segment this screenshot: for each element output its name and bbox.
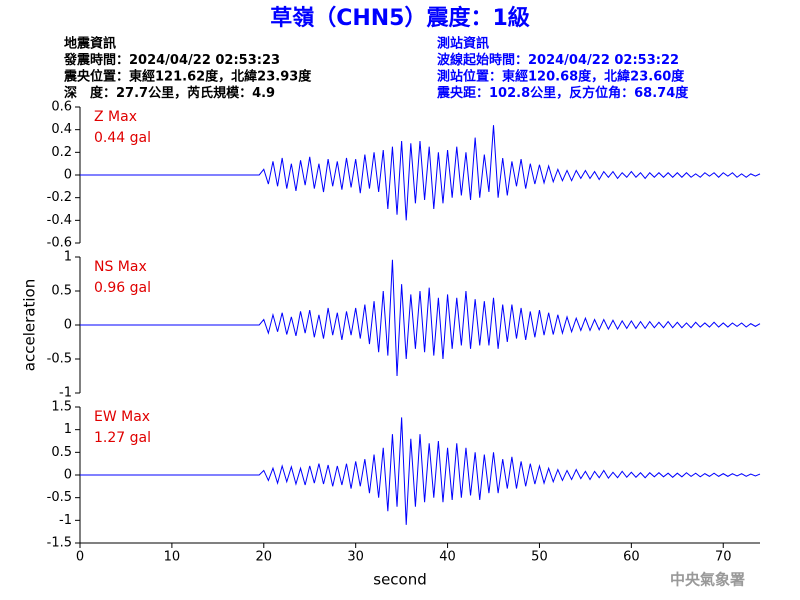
panel-label: EW Max <box>94 409 150 425</box>
y-tick-label: -0.4 <box>47 213 72 228</box>
y-tick-label: 0 <box>64 318 72 333</box>
chart-title: 草嶺（CHN5）震度：1級 <box>270 5 530 31</box>
info-right: 測站位置：東經120.68度，北緯23.60度 <box>437 69 685 85</box>
x-tick-label: 40 <box>439 550 456 565</box>
y-tick-label: -0.5 <box>47 490 72 505</box>
y-tick-label: 1.5 <box>51 400 72 415</box>
y-tick-label: 0.5 <box>51 445 72 460</box>
panel-max: 1.27 gal <box>94 430 151 446</box>
y-tick-label: -1 <box>59 513 72 528</box>
x-tick-label: 10 <box>164 550 181 565</box>
info-right: 波線起始時間：2024/04/22 02:53:22 <box>437 52 679 68</box>
waveform <box>80 259 761 377</box>
y-tick-label: 0.5 <box>51 284 72 299</box>
y-tick-label: 0 <box>64 468 72 483</box>
x-tick-label: 0 <box>76 550 84 565</box>
waveform <box>80 125 761 221</box>
y-tick-label: -0.2 <box>47 190 72 205</box>
info-left: 震央位置：東經121.62度，北緯23.93度 <box>63 69 312 85</box>
panel-max: 0.96 gal <box>94 280 151 296</box>
panel-max: 0.44 gal <box>94 130 151 146</box>
x-tick-label: 20 <box>256 550 273 565</box>
y-tick-label: -0.6 <box>47 236 72 251</box>
y-tick-label: 0.6 <box>51 100 72 115</box>
panel-label: NS Max <box>94 259 147 275</box>
y-tick-label: 1 <box>64 422 72 437</box>
y-tick-label: 1 <box>64 250 72 265</box>
y-tick-label: 0 <box>64 168 72 183</box>
x-tick-label: 30 <box>347 550 364 565</box>
y-tick-label: -0.5 <box>47 352 72 367</box>
waveform <box>80 417 761 525</box>
y-tick-label: 0.2 <box>51 145 72 160</box>
x-tick-label: 70 <box>715 550 732 565</box>
panel-label: Z Max <box>94 109 137 125</box>
footer: 中央氣象署 <box>670 571 745 589</box>
x-tick-label: 50 <box>531 550 548 565</box>
info-left: 深 度：27.7公里，芮氏規模：4.9 <box>64 85 275 101</box>
y-axis-label: acceleration <box>21 279 39 371</box>
info-left: 地震資訊 <box>64 36 116 52</box>
info-right: 震央距：102.8公里，反方位角：68.74度 <box>436 85 689 101</box>
info-right: 測站資訊 <box>437 36 489 52</box>
y-tick-label: 0.4 <box>51 122 72 137</box>
y-tick-label: -1 <box>59 386 72 401</box>
x-axis-label: second <box>373 571 427 589</box>
y-tick-label: -1.5 <box>47 536 72 551</box>
x-tick-label: 60 <box>623 550 640 565</box>
info-left: 發震時間：2024/04/22 02:53:23 <box>63 52 280 68</box>
